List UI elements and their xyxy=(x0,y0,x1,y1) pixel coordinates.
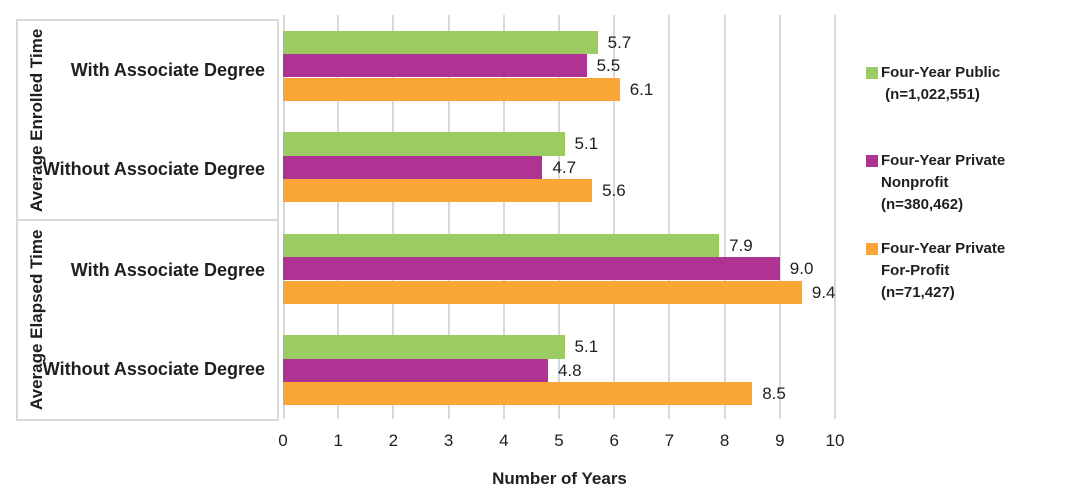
bar-series-1-group-0 xyxy=(283,54,587,78)
legend-label: Four-Year Private Nonprofit (n=380,462) xyxy=(881,150,1005,216)
legend-swatch-icon xyxy=(866,243,878,255)
bar-value-label: 4.7 xyxy=(552,157,577,177)
legend-label: Four-Year Private For-Profit (n=71,427) xyxy=(881,238,1005,304)
category-section-enrolled: Average Enrolled Time With Associate Deg… xyxy=(16,19,279,221)
legend-label-line: Four-Year Public xyxy=(881,64,1001,81)
bar-value-label: 9.4 xyxy=(811,282,836,302)
x-tick-label-8: 8 xyxy=(719,431,730,450)
axis-section-title-enrolled: Average Enrolled Time xyxy=(27,28,46,212)
bar-value-label: 6.1 xyxy=(629,79,654,99)
legend-item-0: Four-Year Public (n=1,022,551) xyxy=(866,62,1066,106)
category-label-elapsed-with: With Associate Degree xyxy=(70,260,265,280)
legend-label-line: For-Profit xyxy=(881,262,950,279)
legend-item-2: Four-Year Private For-Profit (n=71,427) xyxy=(866,238,1066,304)
x-tick-label-10: 10 xyxy=(825,431,845,450)
legend-label-line: Four-Year Private xyxy=(881,240,1006,257)
gridline-x-6 xyxy=(613,15,616,419)
legend-label-line: Nonprofit xyxy=(881,174,949,191)
bar-series-0-group-2 xyxy=(283,233,720,258)
x-tick-label-6: 6 xyxy=(609,431,619,450)
gridline-x-8 xyxy=(723,15,726,419)
x-tick-label-3: 3 xyxy=(443,431,454,450)
legend: Four-Year Public (n=1,022,551) Four-Year … xyxy=(866,62,1066,304)
bar-value-label: 9.0 xyxy=(789,259,814,279)
category-section-elapsed: Average Elapsed Time With Associate Degr… xyxy=(16,219,279,421)
x-tick-label-7: 7 xyxy=(664,431,675,450)
legend-label-line: (n=1,022,551) xyxy=(881,86,980,103)
axis-section-title-elapsed: Average Elapsed Time xyxy=(27,229,46,411)
bar-series-1-group-2 xyxy=(283,257,780,281)
bar-value-label: 5.1 xyxy=(574,337,599,357)
x-axis-tick-labels: 0 1 2 3 4 5 6 7 8 9 10 xyxy=(278,431,844,453)
legend-label-line: Four-Year Private xyxy=(881,152,1006,169)
plot-area: 5.7 5.5 6.1 5.1 4.7 5.6 7.9 9.0 9.4 5.1 4.8 8.5 xyxy=(283,15,836,421)
bar-series-2-group-1 xyxy=(283,179,593,203)
gridline-x-2 xyxy=(392,15,395,419)
x-tick-label-0: 0 xyxy=(278,431,288,450)
legend-label: Four-Year Public (n=1,022,551) xyxy=(881,62,1000,106)
gridline-x-9 xyxy=(778,15,781,419)
bar-series-1-group-1 xyxy=(283,155,543,179)
category-labels: With Associate Degree Without Associate … xyxy=(42,221,277,419)
bar-value-label: 5.7 xyxy=(607,32,632,52)
category-axis-panel: Average Enrolled Time With Associate Deg… xyxy=(16,19,279,421)
x-axis-title: Number of Years xyxy=(492,469,627,488)
x-tick-label-9: 9 xyxy=(775,431,785,450)
bar-series-2-group-2 xyxy=(283,280,802,304)
bar-value-label: 4.8 xyxy=(557,360,582,380)
category-label-enrolled-with: With Associate Degree xyxy=(70,60,265,80)
category-labels: With Associate Degree Without Associate … xyxy=(42,21,277,219)
gridline-x-3 xyxy=(447,15,450,419)
gridline-x-1 xyxy=(337,15,340,419)
legend-item-1: Four-Year Private Nonprofit (n=380,462) xyxy=(866,150,1066,216)
bar-series-0-group-0 xyxy=(283,30,598,55)
bar-value-label: 5.5 xyxy=(596,56,621,76)
gridline-x-4 xyxy=(502,15,505,419)
x-tick-label-5: 5 xyxy=(554,431,564,450)
category-label-enrolled-without: Without Associate Degree xyxy=(42,159,265,179)
category-label-elapsed-without: Without Associate Degree xyxy=(42,359,265,379)
legend-swatch-icon xyxy=(866,155,878,167)
bar-series-0-group-1 xyxy=(283,132,565,156)
gridline-x-0 xyxy=(283,15,285,419)
gridline-x-10 xyxy=(834,15,836,419)
x-tick-label-4: 4 xyxy=(499,431,509,450)
bar-series-1-group-3 xyxy=(283,358,548,382)
bar-value-label: 8.5 xyxy=(762,384,786,403)
bar-series-2-group-3 xyxy=(283,382,753,406)
legend-swatch-icon xyxy=(866,67,878,79)
bar-value-label: 7.9 xyxy=(729,235,753,255)
bar-value-label: 5.1 xyxy=(574,134,599,154)
gridline-x-5 xyxy=(558,15,560,419)
legend-label-line: (n=71,427) xyxy=(881,284,955,301)
x-tick-label-1: 1 xyxy=(333,431,343,450)
x-tick-label-2: 2 xyxy=(388,431,399,450)
bar-series-2-group-0 xyxy=(283,77,620,101)
bar-value-label: 5.6 xyxy=(602,181,626,200)
bar-series-0-group-3 xyxy=(283,335,565,359)
legend-label-line: (n=380,462) xyxy=(881,196,964,213)
gridline-x-7 xyxy=(668,15,671,419)
